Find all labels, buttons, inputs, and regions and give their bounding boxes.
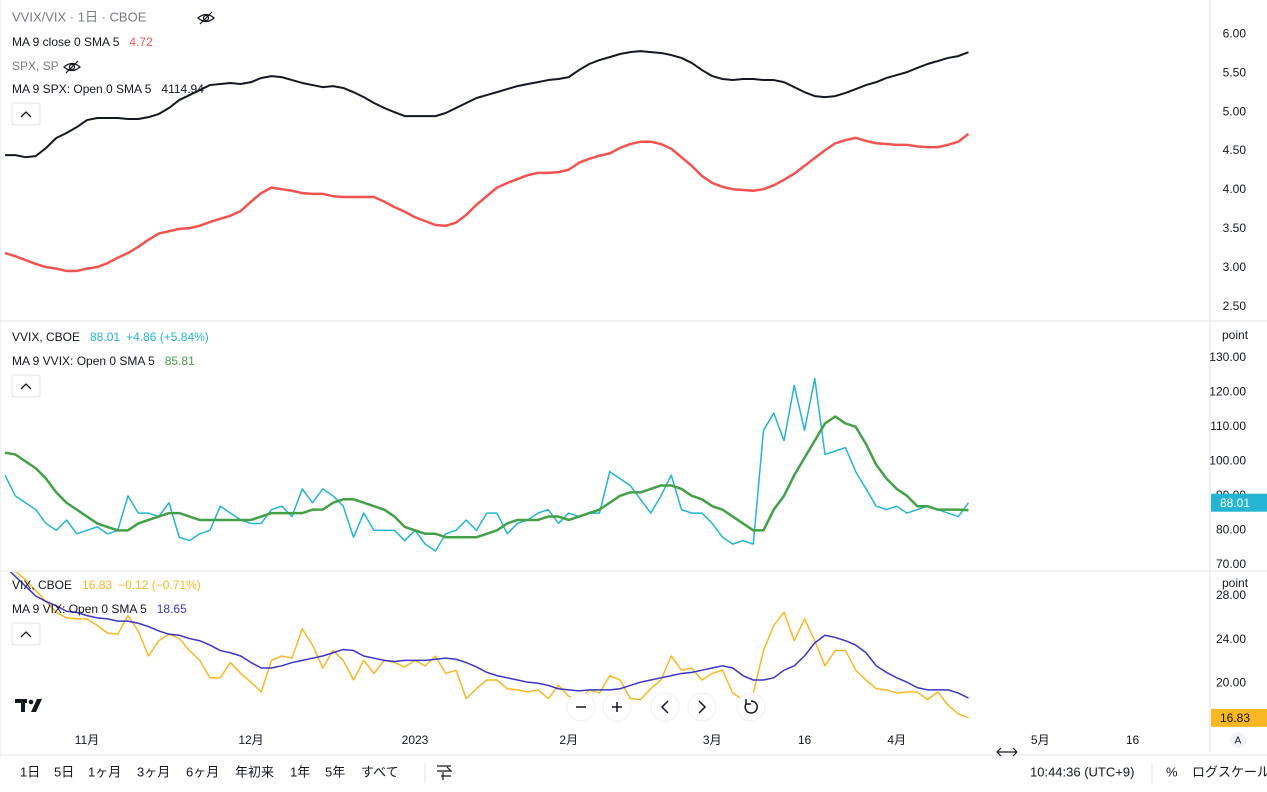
collapse-button[interactable]	[11, 102, 41, 126]
pane-title: VVIX/VIX · 1日 · CBOE	[12, 9, 147, 24]
reset-button[interactable]	[736, 692, 766, 722]
scroll-left-button[interactable]	[650, 692, 680, 722]
legend-name: MA 9 VIX: Open 0 SMA 5	[12, 602, 147, 616]
y-tick-label: 80.00	[1216, 523, 1246, 537]
legend-row: VIX, CBOE 16.83 −0.12 (−0.71%)	[12, 578, 201, 592]
zoom-out-button[interactable]	[566, 692, 596, 722]
range-button[interactable]: すべて	[361, 764, 399, 779]
auto-scale-button[interactable]: A	[1230, 732, 1246, 748]
legend-name: MA 9 SPX: Open 0 SMA 5	[12, 82, 152, 96]
x-tick-label: 4月	[887, 733, 906, 747]
range-button[interactable]: 1年	[290, 764, 310, 779]
series-line	[15, 572, 969, 719]
pane	[9, 572, 969, 719]
log-toggle[interactable]: ログスケール	[1192, 764, 1267, 779]
y-tick-label: 4.50	[1223, 143, 1247, 157]
y-tick-label: 130.00	[1209, 350, 1246, 364]
legend-row: MA 9 VVIX: Open 0 SMA 5 85.81	[12, 354, 195, 368]
legend-change: −0.12 (−0.71%)	[118, 578, 201, 592]
series-line	[9, 572, 969, 699]
legend-value: 18.65	[157, 602, 187, 616]
legend-row: MA 9 SPX: Open 0 SMA 5 4114.94	[12, 82, 204, 96]
range-button[interactable]: 5年	[325, 764, 345, 779]
zoom-in-button[interactable]	[602, 692, 632, 722]
logo[interactable]	[15, 699, 42, 712]
y-tick-label: 110.00	[1210, 419, 1246, 433]
auto-label: A	[1235, 736, 1242, 747]
legend-name: VVIX, CBOE	[12, 330, 80, 344]
range-toolbar: 1日 5日 1ヶ月 3ヶ月 6ヶ月 年初来 1年 5年 すべて	[20, 764, 399, 779]
legend-value: 4.72	[129, 35, 153, 49]
price-badge-label: 88.01	[1220, 496, 1250, 510]
y-tick-label: 6.00	[1223, 26, 1247, 40]
legend-name: MA 9 close 0 SMA 5	[12, 35, 120, 49]
price-badge	[1211, 493, 1267, 512]
y-tick-label: 24.00	[1216, 632, 1246, 646]
y-tick-label: 2.50	[1223, 299, 1247, 313]
series-line	[5, 50, 969, 159]
x-tick-label: 2023	[402, 733, 429, 747]
y-tick-label: 70.00	[1216, 557, 1246, 571]
range-button[interactable]: 1ヶ月	[88, 764, 121, 779]
legend-name: VIX, CBOE	[12, 578, 72, 592]
scroll-right-button[interactable]	[687, 692, 717, 722]
hidden-eye-icon[interactable]	[197, 11, 215, 25]
x-tick-label: 16	[1126, 733, 1140, 747]
range-button[interactable]: 3ヶ月	[137, 764, 170, 779]
x-tick-label: 16	[798, 733, 812, 747]
unit-label: point	[1222, 576, 1249, 590]
legend-value: 16.83	[82, 578, 112, 592]
hidden-eye-icon[interactable]	[63, 60, 81, 74]
legend-row: VVIX, CBOE 88.01 +4.86 (+5.84%)	[12, 330, 209, 344]
legend-value: 88.01	[90, 330, 120, 344]
y-tick-label: 20.00	[1216, 675, 1246, 689]
collapse-button[interactable]	[11, 374, 41, 398]
y-tick-label: 5.50	[1223, 65, 1247, 79]
range-button[interactable]: 年初来	[235, 764, 274, 779]
price-badge-label: 16.83	[1220, 711, 1250, 725]
legend-value: 4114.94	[161, 82, 204, 96]
x-tick-label: 12月	[238, 733, 263, 747]
legend-source: SPX, SP	[12, 59, 59, 73]
compare-icon[interactable]	[437, 765, 453, 780]
y-tick-label: 100.00	[1209, 454, 1246, 468]
range-button[interactable]: 5日	[54, 764, 74, 779]
x-tick-label: 2月	[559, 733, 578, 747]
price-badge	[1211, 708, 1267, 727]
x-tick-label: 3月	[703, 733, 722, 747]
plot-area	[4, 50, 970, 719]
pane	[4, 377, 970, 552]
x-tick-label: 11月	[75, 733, 99, 747]
pane	[4, 50, 970, 273]
y-tick-label: 3.00	[1223, 260, 1247, 274]
legend-row: MA 9 close 0 SMA 5 4.72	[12, 35, 153, 49]
resize-icon[interactable]	[996, 747, 1018, 757]
series-line	[4, 415, 969, 539]
series-line	[4, 377, 970, 552]
series-line	[4, 132, 970, 273]
y-tick-label: 3.50	[1223, 221, 1247, 235]
x-tick-label: 5月	[1031, 733, 1050, 747]
percent-toggle[interactable]: %	[1166, 764, 1178, 779]
y-tick-label: 5.00	[1223, 104, 1247, 118]
legend-value: 85.81	[165, 354, 195, 368]
legend-change: +4.86 (+5.84%)	[126, 330, 209, 344]
range-button[interactable]: 1日	[20, 764, 40, 779]
y-tick-label: 120.00	[1209, 385, 1246, 399]
unit-label: point	[1222, 328, 1249, 342]
y-tick-label: 4.00	[1223, 182, 1247, 196]
collapse-button[interactable]	[11, 622, 41, 646]
clock[interactable]: 10:44:36 (UTC+9)	[1030, 764, 1134, 779]
range-button[interactable]: 6ヶ月	[186, 764, 219, 779]
legend-row: MA 9 VIX: Open 0 SMA 5 18.65	[12, 602, 187, 616]
y-tick-label: 28.00	[1216, 588, 1246, 602]
legend-name: MA 9 VVIX: Open 0 SMA 5	[12, 354, 155, 368]
